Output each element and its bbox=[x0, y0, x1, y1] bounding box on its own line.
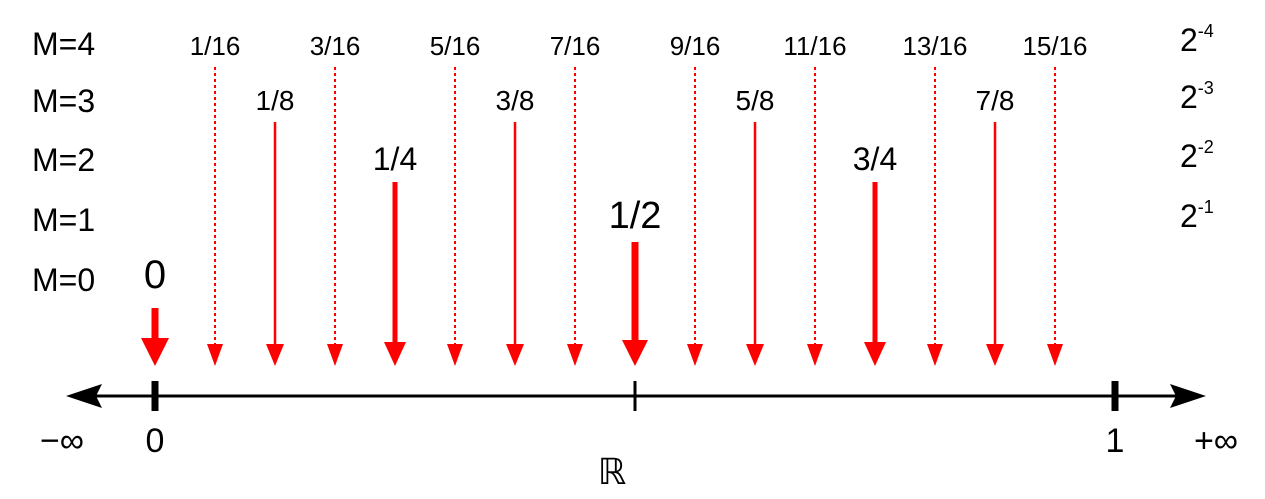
arrow-label: 15/16 bbox=[1022, 31, 1087, 61]
arrow-head bbox=[1047, 344, 1063, 366]
step-size-label: 2-1 bbox=[1180, 197, 1214, 234]
arrow-head bbox=[746, 344, 764, 366]
arrow-marker: 3/16 bbox=[310, 31, 361, 366]
arrow-head bbox=[864, 342, 886, 366]
step-exponent: -2 bbox=[1198, 137, 1214, 157]
arrow-head bbox=[506, 344, 524, 366]
arrow-head bbox=[567, 344, 583, 366]
arrow-marker: 11/16 bbox=[783, 31, 847, 366]
arrow-head bbox=[327, 344, 343, 366]
arrow-marker: 13/16 bbox=[902, 31, 968, 366]
step-size-labels: 2-12-22-32-4 bbox=[1180, 21, 1214, 234]
arrow-label: 3/8 bbox=[496, 85, 535, 116]
arrow-marker: 0 bbox=[141, 253, 169, 366]
arrow-head bbox=[986, 344, 1004, 366]
arrow-label: 13/16 bbox=[902, 31, 967, 61]
arrow-head bbox=[384, 342, 406, 366]
arrow-head bbox=[141, 338, 169, 366]
step-exponent: -1 bbox=[1198, 197, 1214, 217]
arrow-label: 3/16 bbox=[310, 31, 361, 61]
arrow-label: 11/16 bbox=[783, 31, 846, 61]
dyadic-arrows: 0 1/16 1/8 3/16 1/4 5/16 3/8 7/16 1/2 9/16 5/8 11/1… bbox=[141, 31, 1088, 366]
arrow-marker: 5/16 bbox=[430, 31, 481, 366]
arrow-label: 7/16 bbox=[550, 31, 601, 61]
step-exponent: -4 bbox=[1198, 21, 1214, 41]
arrow-label: 1/8 bbox=[256, 85, 295, 116]
arrow-marker: 3/8 bbox=[496, 85, 535, 366]
level-label: M=0 bbox=[32, 262, 95, 298]
arrow-marker: 1/8 bbox=[256, 85, 295, 366]
arrow-marker: 15/16 bbox=[1022, 31, 1088, 366]
arrow-label: 5/8 bbox=[736, 85, 775, 116]
left-infinity-label: −∞ bbox=[40, 422, 84, 460]
axis-tick-label: 0 bbox=[146, 422, 165, 460]
arrow-label: 1/16 bbox=[190, 31, 241, 61]
step-base: 2 bbox=[1180, 79, 1198, 115]
arrow-head bbox=[266, 344, 284, 366]
arrow-head bbox=[207, 344, 223, 366]
arrow-head bbox=[622, 340, 648, 366]
step-size-label: 2-3 bbox=[1180, 78, 1214, 115]
step-base: 2 bbox=[1180, 22, 1198, 58]
axis-name-label: ℝ bbox=[598, 451, 627, 492]
arrow-label: 5/16 bbox=[430, 31, 481, 61]
arrow-marker: 1/16 bbox=[190, 31, 241, 366]
arrow-label: 1/2 bbox=[609, 195, 662, 237]
arrow-marker: 3/4 bbox=[853, 141, 897, 366]
step-exponent: -3 bbox=[1198, 78, 1214, 98]
level-label: M=3 bbox=[32, 83, 95, 119]
arrow-label: 1/4 bbox=[373, 141, 417, 177]
arrow-marker: 7/16 bbox=[550, 31, 601, 366]
arrow-head bbox=[687, 344, 703, 366]
arrow-head bbox=[807, 344, 823, 366]
level-labels: M=0 M=1 M=2 M=3 M=4 bbox=[32, 26, 95, 298]
level-label: M=4 bbox=[32, 26, 95, 62]
arrow-marker: 7/8 bbox=[976, 85, 1015, 366]
arrow-marker: 1/2 bbox=[609, 195, 662, 366]
axis-tick-label: 1 bbox=[1106, 422, 1125, 460]
arrow-label: 0 bbox=[144, 253, 166, 297]
arrow-label: 7/8 bbox=[976, 85, 1015, 116]
step-base: 2 bbox=[1180, 138, 1198, 174]
arrow-marker: 5/8 bbox=[736, 85, 775, 366]
level-label: M=2 bbox=[32, 142, 95, 178]
arrow-marker: 1/4 bbox=[373, 141, 417, 366]
step-size-label: 2-4 bbox=[1180, 21, 1214, 58]
arrow-head bbox=[447, 344, 463, 366]
step-base: 2 bbox=[1180, 198, 1198, 234]
arrow-marker: 9/16 bbox=[670, 31, 721, 366]
right-infinity-label: +∞ bbox=[1194, 422, 1238, 460]
arrow-head bbox=[927, 344, 943, 366]
arrow-label: 3/4 bbox=[853, 141, 897, 177]
axis-left-arrowhead bbox=[66, 384, 102, 408]
level-label: M=1 bbox=[32, 202, 95, 238]
arrow-label: 9/16 bbox=[670, 31, 721, 61]
step-size-label: 2-2 bbox=[1180, 137, 1214, 174]
axis-right-arrowhead bbox=[1170, 384, 1206, 408]
